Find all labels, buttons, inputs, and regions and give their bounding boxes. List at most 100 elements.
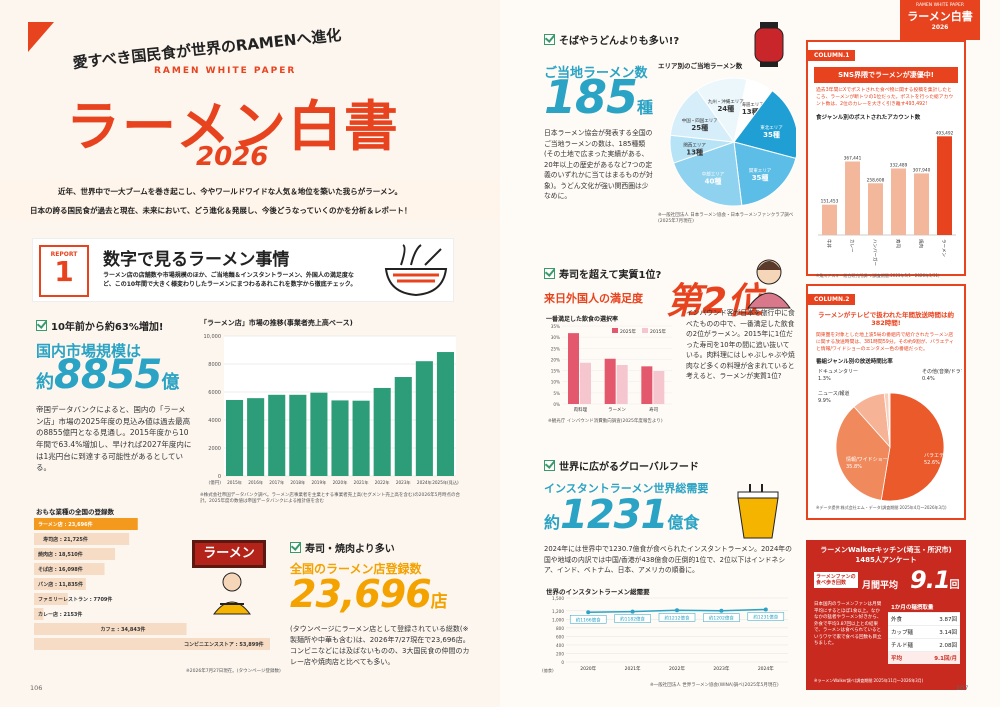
sushi-figure: 23,696店 (290, 572, 448, 616)
y-tick-label: 15% (551, 369, 560, 374)
ramen-signboard: ラーメン (192, 540, 266, 568)
check-icon (290, 542, 301, 553)
bar (868, 182, 883, 235)
kitchen-label: 月間平均 (862, 581, 899, 591)
lead-band (0, 180, 500, 220)
pie-slice-value: 0.4% (922, 376, 935, 382)
y-tick-label: 10% (551, 380, 560, 385)
bar (641, 366, 653, 404)
x-tick-label: 2024年 (417, 479, 432, 486)
y-tick-label: 30% (551, 335, 560, 340)
data-label: 約1231億食 (753, 613, 778, 620)
kitchen-table-row: チルド麺 2.08回 (888, 638, 960, 651)
gotochi-label: ご当地ラーメン数 (544, 66, 648, 81)
pie-slice-value: 9.9% (818, 398, 831, 404)
pie-slice-value: 35.8% (846, 464, 862, 470)
x-tick-label: 2023年 (713, 665, 729, 672)
column1-title: SNS界隈でラーメンが凄優中! (814, 67, 958, 83)
bar (34, 563, 105, 575)
y-tick-label: 8000 (208, 362, 221, 368)
pie-slice (696, 77, 748, 144)
kitchen-row-value: 3.14回 (939, 630, 957, 636)
x-tick-label: 2023年 (396, 479, 411, 486)
bar (331, 400, 349, 476)
person-eating-illustration-icon (212, 572, 252, 615)
y-tick-label: 5% (553, 391, 560, 396)
bar-label: ラーメン店 : 23,696件 (38, 521, 93, 528)
report-title: 数字で見るラーメン事情 (103, 250, 290, 270)
column1-tag: COLUMN.1 (808, 50, 856, 61)
pie-slice (669, 89, 736, 143)
pie-slice-value: 25種 (691, 123, 708, 132)
x-tick-label: 寿司 (895, 239, 902, 248)
x-tick-label: カレー (849, 239, 855, 253)
pie-slice-label: 北海道エリア (737, 101, 764, 108)
bar (568, 333, 579, 404)
bar-value-label: 493,492 (936, 130, 954, 136)
sns-bar-chart: 151,453 牛丼 367,441 カレー 258,608 ハンバーガー 332,489 寿… (818, 130, 956, 266)
foreign-person-illustration-icon (747, 259, 791, 309)
lead-line-2: 日本の誇る国民食が過去と現在、未来において、どう進化＆発展し、今後どうなっていく… (30, 206, 412, 215)
y-tick-label: 1,500 (552, 596, 564, 601)
bar (653, 371, 665, 404)
column2-box: COLUMN.2 ラーメンがテレビで扱われた年間放送時間は約382時間! 関東圏… (806, 284, 978, 520)
page-number-left: 106 (30, 684, 43, 692)
x-tick-label: 2020年 (333, 479, 348, 486)
y-tick-label: 800 (556, 626, 564, 631)
market-chart-note: ※株式会社帝国データバンク調べ。ラーメン店事業者を主業とする事業者売上高(セグメ… (200, 493, 461, 504)
bar (268, 394, 286, 476)
gotochi-heading: そばやうどんよりも多い!? (544, 32, 679, 47)
x-tick-label: 2021年 (625, 665, 641, 672)
bar-label: カフェ : 34,843件 (101, 626, 146, 633)
y-tick-label: 20% (551, 357, 560, 362)
kitchen-row-label: チルド麺 (891, 643, 914, 649)
global-label: インスタントラーメン世界総需要 (544, 482, 709, 495)
data-point (630, 609, 635, 614)
x-tick-label: 2019年 (311, 479, 326, 486)
y-tick-label: 4000 (208, 418, 221, 424)
market-figure: 約8855億 (36, 352, 180, 398)
pie-slice-value: 52.6% (924, 460, 940, 466)
pie-slice (835, 406, 891, 502)
kitchen-row-label: 平均 (891, 656, 903, 662)
kitchen-box: ラーメンWalkerキッチン(埼玉・所沢市) 1485人アンケート ラーメンファ… (806, 540, 966, 690)
pie-slice-value: 35種 (763, 130, 780, 139)
bar (34, 548, 116, 560)
y-tick-label: 200 (556, 651, 564, 656)
legend-swatch (642, 328, 648, 333)
data-label: 約1212億食 (665, 614, 690, 621)
y-tick-label: 2000 (208, 446, 221, 452)
cup-noodle-icon (737, 484, 779, 539)
column2-chart-title: 番組ジャンル別の放送時間比率 (816, 359, 893, 366)
pie-slice-label: 情報/ワイドショー (846, 456, 888, 463)
bar (34, 518, 138, 530)
bar-value-label: 332,489 (890, 162, 908, 168)
kitchen-row-value: 9.1回/月 (934, 656, 957, 662)
right-page: そばやうどんよりも多い!? ご当地ラーメン数 185種 日本ラーメン協会が発表す… (500, 0, 1000, 707)
bar-value-label: 367,441 (844, 155, 862, 161)
pie-slice-label: 中部エリア (702, 171, 725, 178)
foreign-chart-note: ※観光庁 インバウンド消費動向調査(2025年度報告より) (548, 419, 663, 424)
bar (845, 161, 860, 235)
pie-slice-label: 関東エリア (749, 167, 772, 174)
pie-slice-value: 1.3% (818, 376, 831, 382)
report-tag: REPORT (50, 251, 78, 258)
sushi-label: 全国のラーメン店登録数 (290, 562, 422, 576)
data-label-box (703, 613, 740, 622)
pie-slice-label: ドキュメンタリー (818, 368, 858, 375)
bar (394, 377, 412, 476)
check-icon (544, 34, 555, 45)
data-point (586, 610, 591, 615)
kitchen-figure: 9.1回 (910, 566, 960, 594)
corner-triangle-decor (28, 22, 54, 52)
y-tick-label: 35% (551, 324, 560, 329)
bar-label: ファミリーレストラン : 7709件 (38, 596, 112, 603)
legend-swatch (612, 328, 618, 333)
pie-slice-value: 40種 (705, 177, 722, 186)
pie-slice-label: 関西エリア (683, 143, 706, 149)
header-brand: RAMEN WHITE PAPER (154, 66, 297, 76)
market-chart-title: 「ラーメン店」市場の推移(事業者売上高ベース) (200, 319, 353, 327)
column1-box: COLUMN.1 SNS界隈でラーメンが凄優中! 過去3年間にXでポストされた食… (806, 40, 966, 278)
pie-slice-label: 東北エリア (760, 124, 783, 131)
